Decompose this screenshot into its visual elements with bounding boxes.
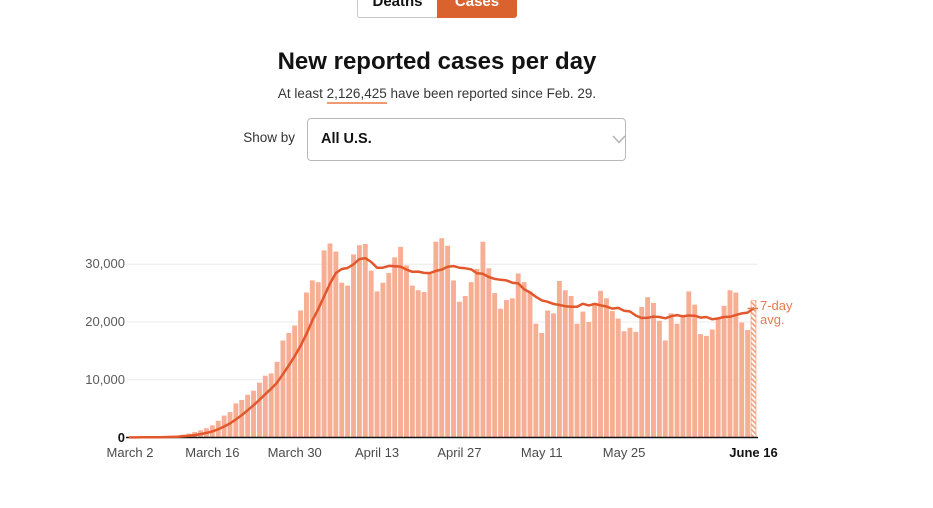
avg-annotation-line1: 7-day	[760, 298, 793, 314]
avg-annotation: 7-day avg.	[760, 299, 793, 327]
tab-cases[interactable]: Cases	[437, 0, 517, 18]
x-axis-label: March 16	[185, 445, 240, 460]
x-axis-label: March 2	[106, 445, 154, 460]
tab-deaths[interactable]: Deaths	[357, 0, 437, 18]
tab-cases-label: Cases	[454, 0, 500, 10]
x-axis-label: June 16	[729, 445, 778, 460]
tab-deaths-label: Deaths	[372, 0, 423, 10]
x-axis-label: May 25	[602, 445, 646, 460]
avg-annotation-line2: avg.	[760, 312, 785, 328]
y-axis-label: 10,000	[85, 371, 125, 387]
subtitle-prefix: At least	[277, 86, 327, 101]
y-axis-label: 0	[117, 429, 125, 445]
region-dropdown[interactable]: All U.S.	[307, 118, 626, 161]
seven-day-avg-line	[128, 256, 758, 439]
region-dropdown-value: All U.S.	[321, 131, 372, 147]
subtitle: At least 2,126,425 have been reported si…	[0, 86, 874, 104]
x-axis-label: April 27	[437, 445, 482, 460]
metric-tabs: Deaths Cases	[357, 0, 517, 18]
subtitle-suffix: have been reported since Feb. 29.	[386, 86, 597, 101]
y-axis-label: 30,000	[85, 256, 125, 272]
daily-bars[interactable]	[127, 238, 757, 438]
show-by-label: Show by	[243, 130, 295, 145]
x-axis-label: March 30	[267, 445, 322, 460]
total-cases-count[interactable]: 2,126,425	[326, 86, 387, 104]
y-axis-label: 20,000	[85, 314, 125, 329]
page-title: New reported cases per day	[277, 48, 597, 75]
x-axis-label: May 11	[520, 445, 563, 460]
x-axis-label: April 13	[354, 445, 400, 460]
